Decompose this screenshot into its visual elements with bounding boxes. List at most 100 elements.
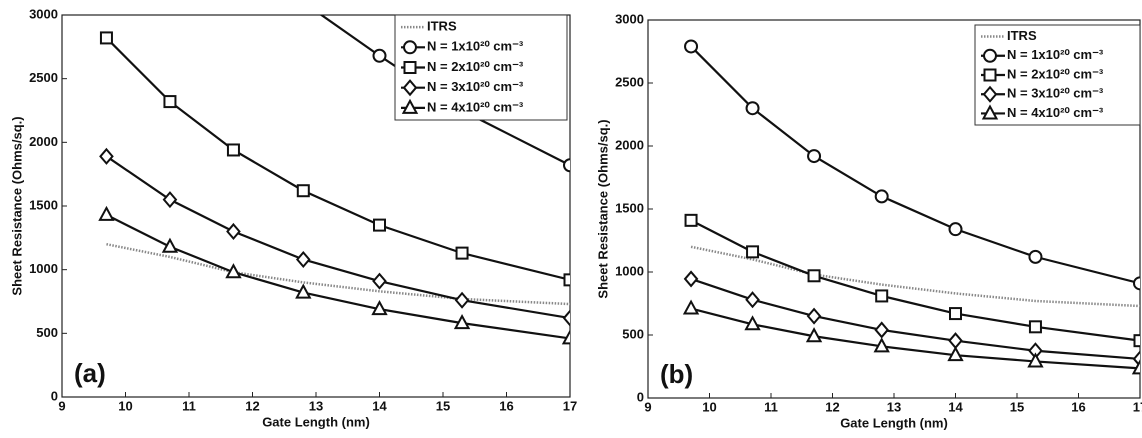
x-tick-label: 11 xyxy=(764,399,778,414)
y-tick-label: 0 xyxy=(51,388,58,403)
y-tick-label: 1500 xyxy=(29,197,58,212)
marker xyxy=(163,95,177,109)
series-group xyxy=(682,39,1140,375)
x-tick-label: 14 xyxy=(948,399,963,414)
marker xyxy=(372,272,387,290)
y-tick-label: 1000 xyxy=(615,263,644,278)
marker xyxy=(1133,334,1140,348)
legend-label: N = 4x10²⁰ cm⁻³ xyxy=(427,99,524,114)
marker xyxy=(562,309,570,327)
marker xyxy=(99,31,113,45)
series-line xyxy=(690,245,1140,308)
marker xyxy=(745,291,760,309)
panel-label: (b) xyxy=(660,359,693,389)
x-tick-label: 16 xyxy=(499,398,513,413)
y-tick-label: 2000 xyxy=(29,134,58,149)
series-line xyxy=(690,307,1140,370)
y-axis-label: Sheet Resistance (Ohms/sq.) xyxy=(9,116,24,295)
marker xyxy=(453,314,471,330)
x-tick-label: 17 xyxy=(563,398,577,413)
legend-marker xyxy=(401,98,419,114)
x-tick-label: 9 xyxy=(58,398,65,413)
x-tick-label: 15 xyxy=(436,398,450,413)
marker xyxy=(161,237,179,253)
x-tick-label: 11 xyxy=(182,398,196,413)
legend-marker xyxy=(983,48,997,63)
legend-label: N = 2x10²⁰ cm⁻³ xyxy=(1007,66,1104,81)
marker xyxy=(98,205,115,221)
legend-marker xyxy=(981,104,999,120)
legend-label: N = 2x10²⁰ cm⁻³ xyxy=(427,59,524,74)
marker xyxy=(297,0,309,8)
marker xyxy=(296,184,310,198)
legend-label: N = 3x10²⁰ cm⁻³ xyxy=(1007,86,1104,101)
marker xyxy=(295,250,311,269)
marker xyxy=(563,273,570,287)
marker xyxy=(162,191,178,209)
marker xyxy=(1133,276,1140,291)
marker xyxy=(455,246,469,260)
series-line xyxy=(690,219,1140,342)
y-tick-label: 0 xyxy=(637,389,644,404)
marker xyxy=(454,291,470,309)
marker xyxy=(99,147,114,165)
marker xyxy=(947,346,964,362)
x-tick-label: 13 xyxy=(887,399,901,414)
marker xyxy=(874,321,890,339)
marker xyxy=(226,143,240,157)
legend-label: ITRS xyxy=(1007,28,1037,43)
x-tick-label: 17 xyxy=(1133,399,1142,414)
y-tick-label: 2500 xyxy=(29,70,58,85)
legend-marker xyxy=(982,85,998,103)
panel-label: (a) xyxy=(74,358,106,388)
x-tick-label: 12 xyxy=(245,398,259,413)
x-axis-label: Gate Length (nm) xyxy=(840,415,948,430)
marker xyxy=(807,269,821,283)
x-tick-label: 10 xyxy=(118,398,132,413)
series-line xyxy=(105,213,570,340)
x-tick-label: 13 xyxy=(309,398,323,413)
marker xyxy=(948,222,963,237)
legend-marker xyxy=(403,40,417,55)
y-tick-label: 2500 xyxy=(615,74,644,89)
legend-label: N = 1x10²⁰ cm⁻³ xyxy=(1007,47,1104,62)
marker xyxy=(806,307,822,325)
marker xyxy=(561,329,570,345)
marker xyxy=(874,189,889,204)
legend-marker xyxy=(403,61,417,74)
marker xyxy=(1131,359,1140,375)
marker xyxy=(805,327,823,343)
marker xyxy=(226,222,241,241)
legend-label: ITRS xyxy=(427,19,457,34)
y-tick-label: 3000 xyxy=(615,11,644,26)
series-line xyxy=(690,277,1140,361)
marker xyxy=(873,337,890,353)
legend-label: N = 1x10²⁰ cm⁻³ xyxy=(427,39,524,54)
marker xyxy=(746,245,760,259)
marker xyxy=(745,101,760,116)
x-tick-label: 16 xyxy=(1071,399,1085,414)
legend-marker xyxy=(983,68,997,82)
series-line xyxy=(105,155,570,320)
x-tick-label: 15 xyxy=(1010,399,1024,414)
marker xyxy=(1028,320,1042,334)
marker xyxy=(684,213,698,227)
x-tick-label: 14 xyxy=(372,398,387,413)
marker xyxy=(948,332,963,350)
marker xyxy=(372,48,387,63)
y-tick-label: 1000 xyxy=(29,261,58,276)
y-tick-label: 500 xyxy=(36,325,58,340)
marker xyxy=(684,39,699,54)
y-tick-label: 1500 xyxy=(615,200,644,215)
marker xyxy=(682,299,700,315)
y-tick-label: 500 xyxy=(622,326,644,341)
marker xyxy=(744,315,761,331)
x-tick-label: 12 xyxy=(825,399,839,414)
marker xyxy=(563,158,570,173)
marker xyxy=(373,218,386,232)
y-axis-label: Sheet Resistance (Ohms/sq.) xyxy=(595,119,610,298)
marker xyxy=(949,307,962,321)
y-tick-label: 2000 xyxy=(615,137,644,152)
legend-label: N = 3x10²⁰ cm⁻³ xyxy=(427,79,524,94)
marker xyxy=(295,283,312,299)
